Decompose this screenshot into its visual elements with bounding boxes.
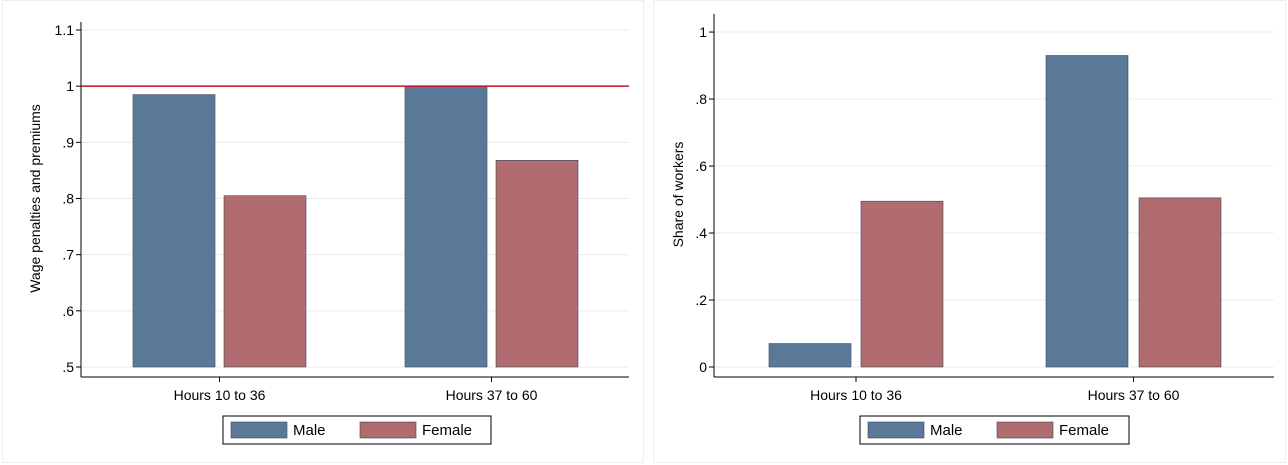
legend: Male Female (222, 415, 492, 445)
y-tick-label: .6 (62, 303, 74, 319)
legend-label-male: Male (930, 422, 963, 439)
y-tick-label: .8 (62, 191, 74, 207)
share-of-workers-chart-panel: 0 .2 .4 .6 .8 1 Share of workers Hours 10 to 36… (653, 0, 1286, 463)
bar-female-2 (1138, 197, 1222, 368)
bar-male-1 (768, 343, 852, 368)
bar-male-1 (132, 94, 216, 368)
bar-female-1 (223, 195, 307, 368)
x-tick-label: Hours 37 to 60 (1088, 387, 1180, 403)
legend-label-female: Female (1059, 422, 1109, 439)
bar-male-2 (1045, 55, 1129, 368)
y-tick-label: .7 (62, 247, 74, 263)
legend-label-male: Male (293, 422, 326, 439)
wage-penalties-chart-panel: .5 .6 .7 .8 .9 1 1.1 Wage penalties and premium… (2, 0, 644, 463)
wage-penalties-chart: .5 .6 .7 .8 .9 1 1.1 Wage penalties and premium… (27, 22, 629, 445)
share-of-workers-chart: 0 .2 .4 .6 .8 1 Share of workers Hours 10 to 36… (670, 14, 1274, 445)
x-tick-label: Hours 10 to 36 (810, 387, 902, 403)
x-tick-label: Hours 10 to 36 (174, 387, 266, 403)
y-tick-label: 1 (66, 78, 74, 94)
y-tick-label: 1.1 (55, 22, 75, 38)
y-tick-label: .5 (62, 359, 74, 375)
legend-swatch-male (867, 421, 925, 439)
x-tick-label: Hours 37 to 60 (446, 387, 538, 403)
y-tick-label: .8 (695, 91, 707, 107)
legend-swatch-male (230, 421, 288, 439)
y-tick-label: 0 (699, 359, 707, 375)
bar-female-1 (860, 200, 944, 368)
legend: Male Female (859, 415, 1130, 445)
bar-female-2 (495, 160, 579, 368)
legend-swatch-female (996, 421, 1054, 439)
y-tick-label: 1 (699, 24, 707, 40)
y-axis-label: Wage penalties and premiums (27, 104, 43, 293)
y-tick-label: .6 (695, 158, 707, 174)
y-tick-label: .9 (62, 134, 74, 150)
legend-swatch-female (359, 421, 417, 439)
y-tick-label: .4 (695, 225, 707, 241)
bar-male-2 (404, 85, 488, 368)
y-axis-label: Share of workers (670, 142, 686, 248)
y-tick-label: .2 (695, 292, 707, 308)
legend-label-female: Female (422, 422, 472, 439)
